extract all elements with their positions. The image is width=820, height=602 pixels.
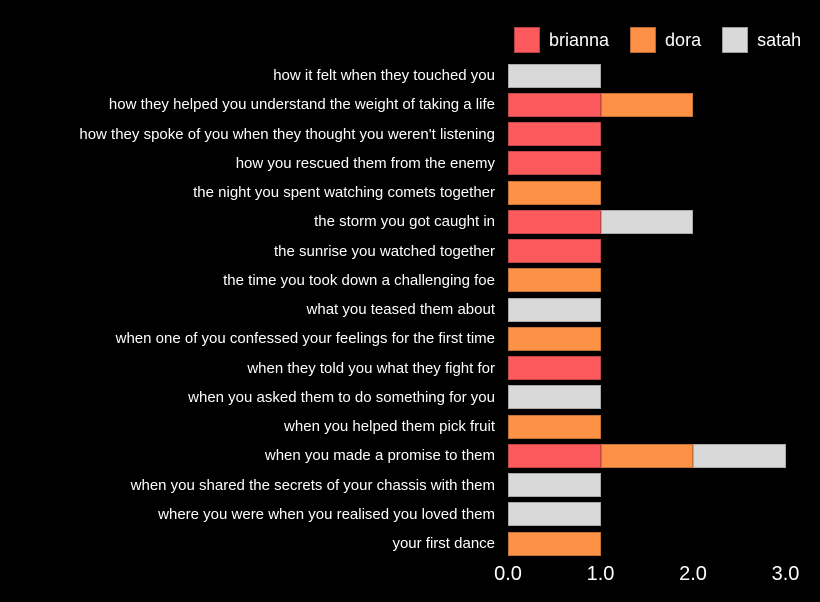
bar-row: the storm you got caught in <box>0 207 820 236</box>
x-axis: 0.0 1.0 2.0 3.0 <box>0 562 820 590</box>
bar-row: when you made a promise to them <box>0 441 820 470</box>
category-label: how they spoke of you when they thought … <box>79 125 495 143</box>
category-label: the storm you got caught in <box>314 213 495 231</box>
bar-segment-dora <box>508 180 601 205</box>
category-label: when you asked them to do something for … <box>188 388 495 406</box>
chart-legend: brianna dora satah <box>514 27 801 53</box>
bar-row: the time you took down a challenging foe <box>0 266 820 295</box>
legend-swatch-brianna <box>514 27 540 53</box>
bar-segment-satah <box>693 443 786 468</box>
legend-item-dora: dora <box>630 27 701 53</box>
bar-segment-dora <box>600 443 693 468</box>
legend-swatch-dora <box>630 27 657 53</box>
legend-item-brianna: brianna <box>514 27 609 53</box>
bar-row: your first dance <box>0 529 820 558</box>
stacked-bar <box>508 473 601 498</box>
bar-segment-brianna <box>508 443 601 468</box>
category-label: when you shared the secrets of your chas… <box>130 476 495 494</box>
bar-segment-brianna <box>508 209 601 234</box>
legend-label: satah <box>757 30 802 50</box>
stacked-bar <box>508 356 601 381</box>
bar-segment-dora <box>508 326 601 351</box>
bar-segment-satah <box>508 297 601 322</box>
stacked-bar <box>508 92 693 117</box>
bar-row: when they told you what they fight for <box>0 354 820 383</box>
category-label: where you were when you realised you lov… <box>158 505 495 523</box>
bar-row: what you teased them about <box>0 295 820 324</box>
stacked-bar <box>508 326 601 351</box>
legend-label: dora <box>665 30 702 50</box>
bar-segment-dora <box>508 414 601 439</box>
bar-segment-brianna <box>508 122 601 147</box>
bar-row: when one of you confessed your feelings … <box>0 324 820 353</box>
bar-segment-brianna <box>508 239 601 264</box>
category-label: when one of you confessed your feelings … <box>115 330 495 348</box>
chart-rows: how it felt when they touched you how the… <box>0 61 820 558</box>
stacked-bar <box>508 268 601 293</box>
bar-row: the sunrise you watched together <box>0 237 820 266</box>
stacked-bar <box>508 239 601 264</box>
bar-segment-dora <box>508 268 601 293</box>
x-tick-label: 1.0 <box>586 563 615 585</box>
stacked-bar <box>508 443 786 468</box>
bar-segment-satah <box>508 473 601 498</box>
category-label: how you rescued them from the enemy <box>235 154 495 172</box>
legend-swatch-satah <box>722 27 749 53</box>
category-label: the time you took down a challenging foe <box>223 271 495 289</box>
bar-row: how they helped you understand the weigh… <box>0 90 820 119</box>
bar-row: the night you spent watching comets toge… <box>0 178 820 207</box>
bar-row: when you asked them to do something for … <box>0 383 820 412</box>
category-label: when you made a promise to them <box>264 447 495 465</box>
bar-segment-brianna <box>508 356 601 381</box>
bar-row: how they spoke of you when they thought … <box>0 120 820 149</box>
stacked-bar <box>508 63 601 88</box>
category-label: what you teased them about <box>306 301 495 319</box>
bar-row: where you were when you realised you lov… <box>0 500 820 529</box>
bar-segment-satah <box>600 209 693 234</box>
stacked-bar <box>508 151 601 176</box>
stacked-bar <box>508 297 601 322</box>
category-label: when you helped them pick fruit <box>284 418 495 436</box>
stacked-bar <box>508 122 601 147</box>
stacked-bar <box>508 531 601 556</box>
bar-segment-brianna <box>508 92 601 117</box>
category-label: the night you spent watching comets toge… <box>193 184 495 202</box>
stacked-bar <box>508 502 601 527</box>
bar-segment-dora <box>508 531 601 556</box>
bar-segment-satah <box>508 63 601 88</box>
bar-segment-dora <box>600 92 693 117</box>
category-label: how they helped you understand the weigh… <box>108 96 495 114</box>
x-tick-label: 3.0 <box>771 563 800 585</box>
bar-segment-satah <box>508 502 601 527</box>
x-tick-label: 0.0 <box>494 563 522 585</box>
legend-label: brianna <box>549 30 610 50</box>
stacked-bar <box>508 209 693 234</box>
stacked-bar <box>508 180 601 205</box>
bar-row: when you shared the secrets of your chas… <box>0 471 820 500</box>
stacked-bar <box>508 385 601 410</box>
legend-item-satah: satah <box>722 27 801 53</box>
bar-row: when you helped them pick fruit <box>0 412 820 441</box>
bar-segment-satah <box>508 385 601 410</box>
stacked-bar <box>508 414 601 439</box>
category-label: how it felt when they touched you <box>273 67 495 85</box>
bar-row: how it felt when they touched you <box>0 61 820 90</box>
x-tick-label: 2.0 <box>679 563 707 585</box>
category-label: when they told you what they fight for <box>247 359 495 377</box>
bar-segment-brianna <box>508 151 601 176</box>
category-label: the sunrise you watched together <box>274 242 495 260</box>
category-label: your first dance <box>392 535 495 553</box>
bar-row: how you rescued them from the enemy <box>0 149 820 178</box>
